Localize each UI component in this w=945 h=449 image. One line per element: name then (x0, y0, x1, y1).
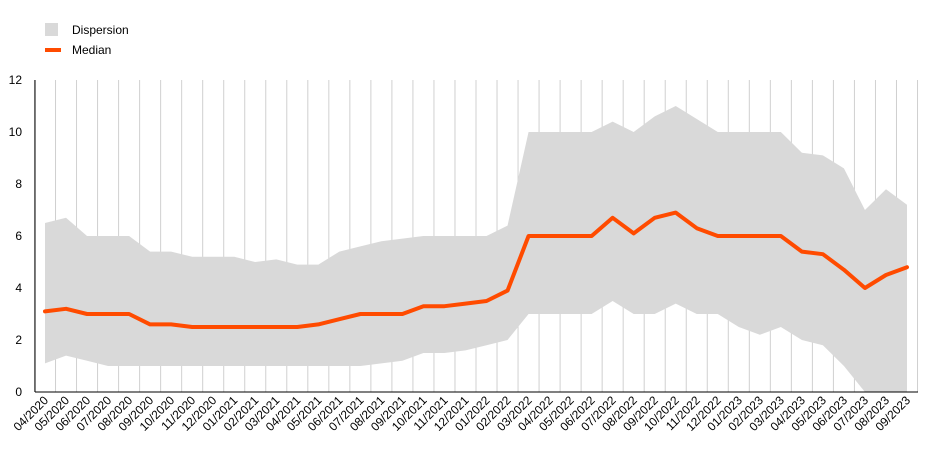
median-series (43, 210, 909, 329)
axes (34, 80, 918, 393)
y-tick-labels: 0 2 4 6 8 10 12 (9, 73, 23, 399)
legend-swatch-median (45, 48, 61, 52)
legend-label-dispersion: Dispersion (72, 23, 129, 37)
legend-swatch-dispersion (45, 23, 58, 36)
dispersion-area (45, 106, 907, 392)
median-line (43, 210, 909, 329)
y-tick-label: 6 (15, 229, 22, 243)
legend: Dispersion Median (45, 23, 129, 57)
y-tick-label: 2 (15, 333, 22, 347)
y-tick-label: 4 (15, 281, 22, 295)
y-tick-label: 10 (9, 125, 23, 139)
y-tick-label: 0 (15, 385, 22, 399)
y-tick-label: 8 (15, 177, 22, 191)
dispersion-band (45, 106, 907, 392)
y-tick-label: 12 (9, 73, 23, 87)
x-tick-labels: 04/202005/202006/202007/202008/202009/20… (11, 393, 914, 434)
legend-label-median: Median (72, 43, 111, 57)
